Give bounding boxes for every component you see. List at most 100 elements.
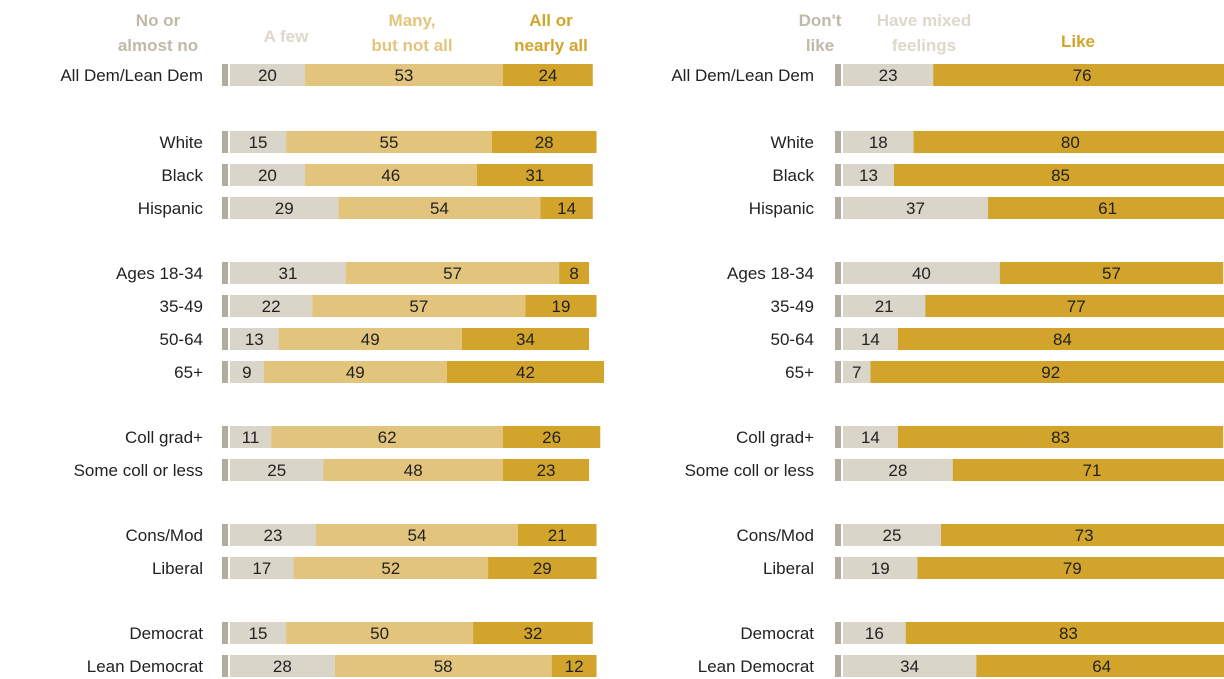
- bar-left-50-64-all-or-nearly-all: [461, 328, 590, 350]
- bar-left-65-a-few: [230, 361, 264, 383]
- value-label-left-lean-democrat-many-but-not-all: 58: [434, 657, 453, 676]
- value-label-right-liberal-like: 79: [1063, 559, 1082, 578]
- bar-right-ages-18-34-like: [999, 262, 1224, 284]
- bar-left-some-coll-or-less-no-or-almost-no: [222, 459, 228, 481]
- bar-right-coll-grad-like: [897, 426, 1224, 448]
- row-label-right-all-dem-lean-dem: All Dem/Lean Dem: [671, 66, 814, 85]
- value-label-left-cons-mod-all-or-nearly-all: 21: [548, 526, 567, 545]
- value-label-right-some-coll-or-less-like: 71: [1082, 461, 1101, 480]
- value-label-left-hispanic-all-or-nearly-all: 14: [557, 199, 576, 218]
- value-label-left-black-all-or-nearly-all: 31: [525, 166, 544, 185]
- legend-dontlike-line2: like: [806, 36, 834, 55]
- bar-right-cons-mod-have-mixed-feelings: [843, 524, 941, 546]
- bar-left-coll-grad-a-few: [230, 426, 272, 448]
- value-label-left-some-coll-or-less-a-few: 25: [267, 461, 286, 480]
- bar-left-liberal-a-few: [230, 557, 294, 579]
- value-label-left-democrat-all-or-nearly-all: 32: [523, 624, 542, 643]
- bar-left-35-49-many-but-not-all: [312, 295, 526, 317]
- bar-right-65-like: [870, 361, 1224, 383]
- bar-right-65-don-t-like: [835, 361, 841, 383]
- legend-all-line1: All or: [529, 11, 573, 30]
- bar-right-lean-democrat-like: [976, 655, 1224, 677]
- bar-right-black-don-t-like: [835, 164, 841, 186]
- bar-left-coll-grad-all-or-nearly-all: [503, 426, 601, 448]
- value-label-left-liberal-all-or-nearly-all: 29: [533, 559, 552, 578]
- bar-left-liberal-all-or-nearly-all: [488, 557, 597, 579]
- value-label-right-coll-grad-have-mixed-feelings: 14: [861, 428, 880, 447]
- bar-left-ages-18-34-many-but-not-all: [345, 262, 560, 284]
- value-label-left-some-coll-or-less-all-or-nearly-all: 23: [537, 461, 556, 480]
- bar-right-democrat-like: [905, 622, 1224, 644]
- bar-left-lean-democrat-a-few: [230, 655, 335, 677]
- value-label-left-coll-grad-a-few: 11: [242, 428, 260, 447]
- bar-left-cons-mod-all-or-nearly-all: [517, 524, 597, 546]
- bar-left-lean-democrat-many-but-not-all: [334, 655, 552, 677]
- bar-left-50-64-a-few: [230, 328, 279, 350]
- value-label-left-liberal-many-but-not-all: 52: [381, 559, 400, 578]
- bar-left-lean-democrat-no-or-almost-no: [222, 655, 228, 677]
- value-label-left-ages-18-34-a-few: 31: [279, 264, 298, 283]
- bar-left-black-no-or-almost-no: [222, 164, 228, 186]
- row-label-left-some-coll-or-less: Some coll or less: [74, 461, 203, 480]
- legend-few: A few: [264, 27, 309, 46]
- bar-left-all-dem-lean-dem-many-but-not-all: [304, 64, 504, 86]
- row-label-left-liberal: Liberal: [152, 559, 203, 578]
- bar-left-hispanic-all-or-nearly-all: [540, 197, 593, 219]
- value-label-left-cons-mod-a-few: 23: [264, 526, 283, 545]
- value-label-left-lean-democrat-a-few: 28: [273, 657, 292, 676]
- bar-left-democrat-many-but-not-all: [286, 622, 474, 644]
- value-label-right-lean-democrat-like: 64: [1092, 657, 1111, 676]
- panel-left: All Dem/Lean Dem 20 53 24 White 15 55 28 Black 20…: [60, 64, 604, 677]
- value-label-right-hispanic-like: 61: [1098, 199, 1117, 218]
- bar-left-ages-18-34-a-few: [230, 262, 346, 284]
- bar-left-some-coll-or-less-all-or-nearly-all: [503, 459, 590, 481]
- bar-left-50-64-many-but-not-all: [278, 328, 462, 350]
- bar-left-coll-grad-no-or-almost-no: [222, 426, 228, 448]
- value-label-left-cons-mod-many-but-not-all: 54: [408, 526, 427, 545]
- bar-right-hispanic-have-mixed-feelings: [843, 197, 989, 219]
- bar-left-some-coll-or-less-many-but-not-all: [323, 459, 504, 481]
- value-label-right-black-have-mixed-feelings: 13: [859, 166, 878, 185]
- bar-right-liberal-have-mixed-feelings: [843, 557, 918, 579]
- bar-right-cons-mod-don-t-like: [835, 524, 841, 546]
- bar-left-cons-mod-many-but-not-all: [316, 524, 518, 546]
- bar-right-liberal-like: [917, 557, 1224, 579]
- bar-left-35-49-all-or-nearly-all: [525, 295, 597, 317]
- bar-left-all-dem-lean-dem-all-or-nearly-all: [503, 64, 593, 86]
- legend-many-line1: Many,: [389, 11, 436, 30]
- value-label-right-white-have-mixed-feelings: 18: [869, 133, 888, 152]
- value-label-left-50-64-a-few: 13: [245, 330, 264, 349]
- row-label-left-white: White: [160, 133, 203, 152]
- bar-right-all-dem-lean-dem-don-t-like: [835, 64, 841, 86]
- value-label-left-white-all-or-nearly-all: 28: [535, 133, 554, 152]
- bar-right-ages-18-34-don-t-like: [835, 262, 841, 284]
- value-label-left-all-dem-lean-dem-many-but-not-all: 53: [394, 66, 413, 85]
- bar-right-democrat-don-t-like: [835, 622, 841, 644]
- bar-left-white-all-or-nearly-all: [491, 131, 597, 153]
- legend-like: Like: [1061, 32, 1095, 51]
- bar-left-all-dem-lean-dem-no-or-almost-no: [222, 64, 228, 86]
- row-label-left-black: Black: [161, 166, 203, 185]
- bar-right-cons-mod-like: [941, 524, 1224, 546]
- bar-right-white-don-t-like: [835, 131, 841, 153]
- row-label-right-65: 65+: [785, 363, 814, 382]
- row-label-left-cons-mod: Cons/Mod: [126, 526, 203, 545]
- bar-left-35-49-no-or-almost-no: [222, 295, 228, 317]
- legend-mixed-line1: Have mixed: [877, 11, 972, 30]
- bar-right-ages-18-34-have-mixed-feelings: [843, 262, 1000, 284]
- value-label-right-35-49-like: 77: [1067, 297, 1086, 316]
- bar-left-democrat-a-few: [230, 622, 287, 644]
- value-label-right-democrat-like: 83: [1059, 624, 1078, 643]
- bar-right-50-64-have-mixed-feelings: [843, 328, 898, 350]
- bar-left-liberal-many-but-not-all: [293, 557, 489, 579]
- value-label-right-cons-mod-like: 73: [1075, 526, 1094, 545]
- value-label-left-black-a-few: 20: [258, 166, 277, 185]
- bar-right-35-49-have-mixed-feelings: [843, 295, 926, 317]
- bar-left-65-no-or-almost-no: [222, 361, 228, 383]
- bar-left-ages-18-34-no-or-almost-no: [222, 262, 228, 284]
- value-label-right-all-dem-lean-dem-have-mixed-feelings: 23: [879, 66, 898, 85]
- bar-left-cons-mod-no-or-almost-no: [222, 524, 228, 546]
- row-label-left-50-64: 50-64: [160, 330, 203, 349]
- value-label-right-ages-18-34-have-mixed-feelings: 40: [912, 264, 931, 283]
- value-label-left-democrat-many-but-not-all: 50: [370, 624, 389, 643]
